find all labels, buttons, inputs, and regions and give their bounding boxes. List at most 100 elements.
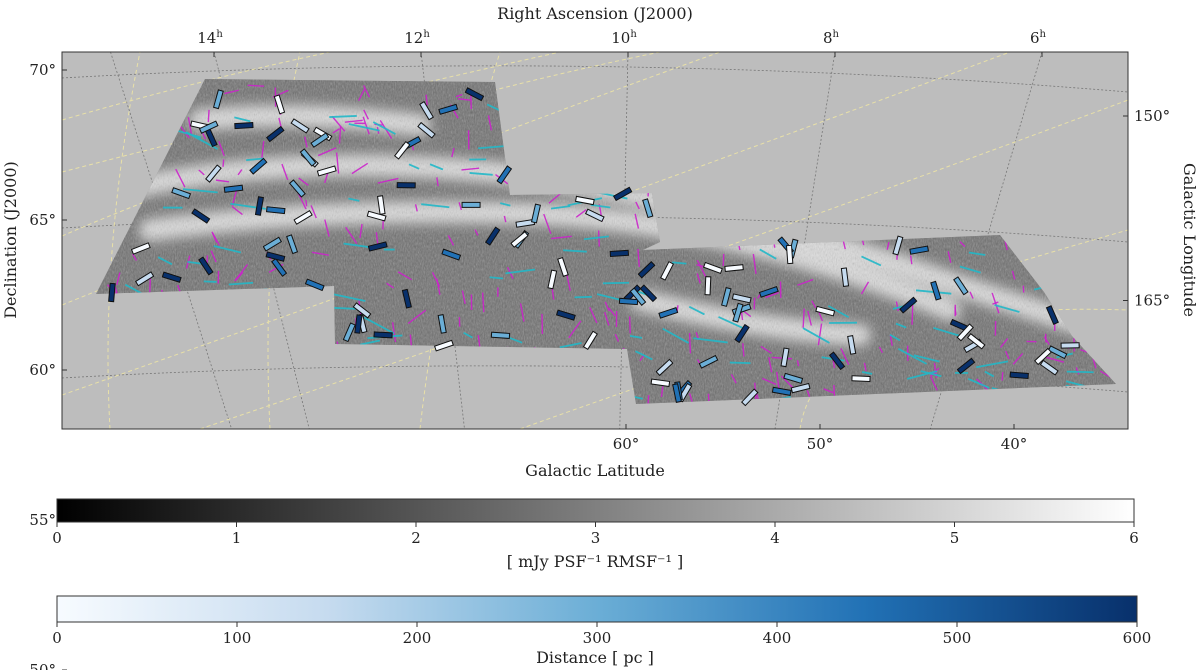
intensity-colorbar-tick-label-4: 4	[770, 529, 780, 547]
magenta-filament	[895, 301, 899, 312]
magenta-filament	[762, 377, 777, 386]
polarization-bar	[249, 157, 268, 175]
magenta-filament	[802, 308, 805, 328]
magenta-filament	[575, 209, 587, 218]
cyan-filament	[976, 360, 1009, 369]
magenta-filament	[311, 251, 329, 256]
polarization-bar	[496, 165, 513, 185]
magenta-filament	[689, 393, 693, 403]
polarization-bar	[771, 386, 792, 396]
magenta-filament	[765, 291, 779, 299]
distance-colorbar-gradient	[56, 595, 1138, 623]
cyan-filament	[827, 305, 850, 319]
polarization-bar	[1047, 345, 1068, 360]
magenta-filament	[210, 250, 217, 263]
polarization-bar	[342, 322, 356, 343]
cyan-filament	[968, 251, 986, 256]
polarization-bar	[758, 286, 779, 298]
polarization-bar	[557, 257, 569, 277]
polarization-bar	[724, 264, 744, 272]
polarization-bar	[265, 206, 286, 215]
cyan-filament	[759, 248, 777, 260]
cyan-filament	[348, 123, 380, 132]
magenta-filament	[359, 223, 363, 239]
top-axis-label: Right Ascension (J2000)	[497, 4, 693, 23]
glon-tick-label-0: 150°	[1134, 107, 1170, 125]
distance-colorbar-tick-label-5: 500	[943, 629, 972, 647]
polarization-bar	[198, 120, 219, 134]
polarization-bar	[618, 297, 639, 306]
polarization-bar	[288, 179, 306, 198]
magenta-filament	[597, 230, 600, 247]
magenta-filament	[397, 271, 412, 281]
magenta-filament	[1012, 352, 1024, 365]
magenta-filament	[218, 140, 225, 157]
polarization-bar	[401, 288, 412, 309]
magenta-filament	[345, 226, 358, 245]
polarization-bar	[265, 125, 285, 143]
distance-colorbar-tick-label-4: 400	[763, 629, 792, 647]
cyan-filament	[861, 255, 882, 267]
polarization-bar	[438, 103, 459, 115]
cyan-filament	[563, 249, 587, 253]
magenta-filament	[351, 162, 369, 175]
polarization-bar	[1060, 342, 1080, 349]
cyan-filament	[802, 327, 830, 344]
magenta-filament	[503, 215, 507, 223]
polarization-bar	[212, 89, 224, 110]
magenta-filament	[474, 229, 479, 236]
magenta-filament	[568, 320, 582, 339]
magenta-filament	[519, 303, 525, 322]
cyan-filament	[959, 265, 981, 274]
magenta-filament	[886, 241, 890, 250]
polarization-bar	[612, 186, 633, 202]
magenta-filament	[451, 147, 455, 158]
polarization-bar	[433, 339, 454, 352]
magenta-filament	[1000, 338, 1009, 348]
plot-frame	[61, 51, 1129, 430]
cyan-filament	[329, 115, 357, 118]
cyan-filament	[372, 121, 396, 135]
polarization-bar	[734, 323, 750, 344]
galactic-gridline-6	[62, 52, 331, 121]
polarization-bar	[205, 164, 222, 183]
magenta-filament	[752, 253, 757, 274]
magenta-filament	[696, 259, 708, 280]
polarization-bar	[828, 351, 846, 371]
intensity-colorbar: 0 1 2 3 4 5 6 [ mJy PSF⁻¹ RMSF⁻¹ ]	[52, 498, 1139, 571]
magenta-filament	[947, 251, 952, 263]
cyan-filament	[333, 293, 366, 302]
polarization-bar	[1039, 359, 1059, 376]
magenta-filament	[550, 235, 572, 240]
polarization-bar	[396, 182, 416, 189]
polarization-bar	[609, 249, 630, 258]
intensity-colorbar-tick-label-0: 0	[52, 529, 62, 547]
magenta-filament	[635, 201, 640, 210]
magenta-filament	[608, 307, 616, 317]
cyan-filament	[933, 326, 964, 338]
magenta-filament	[696, 273, 701, 284]
magenta-filament	[860, 281, 870, 295]
magenta-filament	[634, 213, 640, 229]
magenta-filament	[455, 93, 463, 98]
magenta-filament	[930, 376, 938, 391]
magenta-filament	[823, 388, 834, 394]
polarization-bar	[316, 165, 337, 177]
cyan-filament	[203, 280, 217, 283]
magenta-filament	[391, 322, 397, 343]
cyan-filament	[1066, 370, 1094, 374]
magenta-filament	[1011, 270, 1016, 280]
polarization-bar	[310, 132, 330, 148]
magenta-filament	[363, 109, 369, 120]
magenta-filament	[807, 310, 813, 326]
cyan-filament	[463, 331, 473, 339]
magenta-filament	[771, 356, 792, 360]
polarization-bar	[909, 245, 930, 255]
distance-colorbar-tick-label-1: 100	[223, 629, 252, 647]
cyan-filament	[246, 157, 264, 162]
magenta-filament	[797, 278, 814, 286]
magenta-filament	[742, 343, 745, 357]
polarization-bar	[555, 309, 576, 321]
galactic-gridline-4	[199, 99, 1128, 429]
